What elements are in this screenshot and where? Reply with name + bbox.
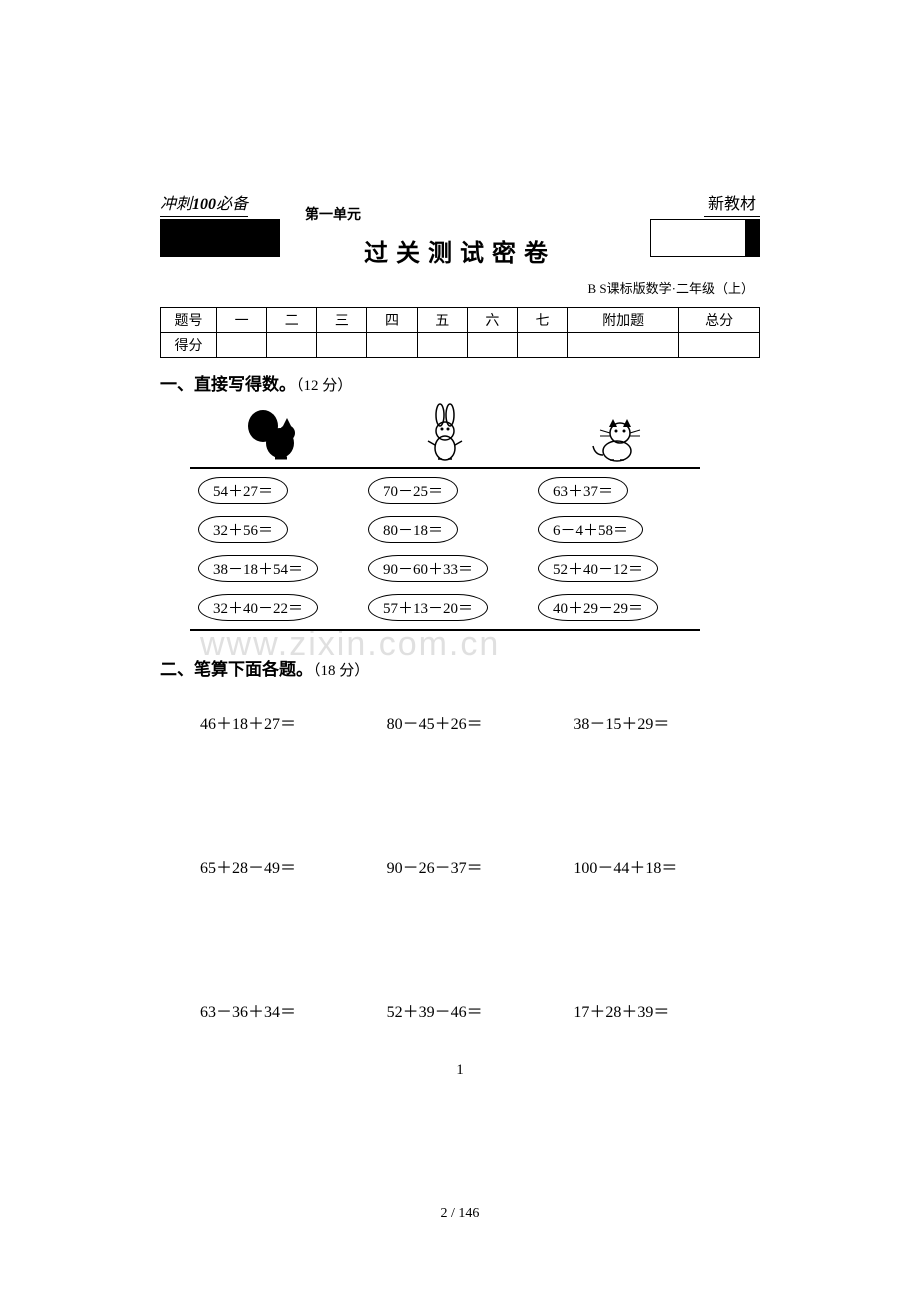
q2-row: 46＋18＋27＝ 80－45＋26＝ 38－15＋29＝ bbox=[200, 710, 760, 734]
table-row: 题号 一 二 三 四 五 六 七 附加题 总分 bbox=[161, 308, 760, 333]
left-name-block bbox=[160, 219, 280, 257]
q2-row: 65＋28－49＝ 90－26－37＝ 100－44＋18＝ bbox=[200, 854, 760, 878]
q2-problem: 100－44＋18＝ bbox=[573, 854, 760, 878]
td-empty bbox=[317, 333, 367, 358]
q2-row: 63－36＋34＝ 52＋39－46＝ 17＋28＋39＝ bbox=[200, 998, 760, 1022]
td-empty bbox=[517, 333, 567, 358]
animals-row bbox=[190, 401, 700, 469]
td-label: 得分 bbox=[161, 333, 217, 358]
right-name-block bbox=[650, 219, 760, 257]
td-empty bbox=[367, 333, 417, 358]
problem-ellipse: 52＋40－12＝ bbox=[538, 555, 658, 582]
th-col: 一 bbox=[217, 308, 267, 333]
q2-problem: 52＋39－46＝ bbox=[387, 998, 574, 1022]
problem-ellipse: 38－18＋54＝ bbox=[198, 555, 318, 582]
td-empty bbox=[467, 333, 517, 358]
td-empty bbox=[417, 333, 467, 358]
problem-ellipse: 90－60＋33＝ bbox=[368, 555, 488, 582]
problem-ellipse: 32＋40－22＝ bbox=[198, 594, 318, 621]
th-col: 四 bbox=[367, 308, 417, 333]
problem-ellipse: 70－25＝ bbox=[368, 477, 458, 504]
th-col: 三 bbox=[317, 308, 367, 333]
q2-problem: 38－15＋29＝ bbox=[573, 710, 760, 734]
header-right: 新教材 bbox=[650, 190, 760, 257]
rabbit-icon bbox=[360, 403, 530, 463]
td-empty bbox=[267, 333, 317, 358]
problems-grid: 54＋27＝ 32＋56＝ 38－18＋54＝ 32＋40－22＝ 70－25＝… bbox=[190, 469, 700, 631]
problems-col-1: 54＋27＝ 32＋56＝ 38－18＋54＝ 32＋40－22＝ bbox=[190, 477, 360, 621]
problem-ellipse: 6－4＋58＝ bbox=[538, 516, 643, 543]
header-left: 冲刺100必备 bbox=[160, 190, 280, 257]
problems-col-2: 70－25＝ 80－18＝ 90－60＋33＝ 57＋13－20＝ bbox=[360, 477, 530, 621]
header-row: 冲刺100必备 第一单元 新教材 bbox=[160, 190, 760, 257]
unit-label: 第一单元 bbox=[305, 204, 361, 224]
cat-icon bbox=[530, 413, 700, 463]
th-label: 题号 bbox=[161, 308, 217, 333]
section2-title: 二、笔算下面各题。 bbox=[160, 660, 313, 679]
problems-col-3: 63＋37＝ 6－4＋58＝ 52＋40－12＝ 40＋29－29＝ bbox=[530, 477, 700, 621]
problem-ellipse: 57＋13－20＝ bbox=[368, 594, 488, 621]
subtitle: B S课标版数学·二年级（上） bbox=[160, 278, 760, 297]
section1-heading: 一、直接写得数。（12 分） bbox=[160, 370, 760, 395]
q2-problem: 46＋18＋27＝ bbox=[200, 710, 387, 734]
problem-ellipse: 32＋56＝ bbox=[198, 516, 288, 543]
td-empty bbox=[679, 333, 760, 358]
q2-problem: 63－36＋34＝ bbox=[200, 998, 387, 1022]
q2-problem: 90－26－37＝ bbox=[387, 854, 574, 878]
problem-ellipse: 40＋29－29＝ bbox=[538, 594, 658, 621]
th-col: 附加题 bbox=[568, 308, 679, 333]
page-number-inner: 1 bbox=[160, 1062, 760, 1079]
q2-problem: 80－45＋26＝ bbox=[387, 710, 574, 734]
th-col: 总分 bbox=[679, 308, 760, 333]
td-empty bbox=[568, 333, 679, 358]
sprint-num: 100 bbox=[192, 196, 216, 213]
q2-problem: 65＋28－49＝ bbox=[200, 854, 387, 878]
q2-problem: 17＋28＋39＝ bbox=[573, 998, 760, 1022]
table-row: 得分 bbox=[161, 333, 760, 358]
sprint-prefix: 冲刺 bbox=[160, 196, 192, 213]
th-col: 六 bbox=[467, 308, 517, 333]
sprint-suffix: 必备 bbox=[216, 196, 248, 213]
section2-heading: 二、笔算下面各题。（18 分） bbox=[160, 655, 760, 680]
q2-grid: 46＋18＋27＝ 80－45＋26＝ 38－15＋29＝ 65＋28－49＝ … bbox=[200, 710, 760, 1022]
problem-ellipse: 54＋27＝ bbox=[198, 477, 288, 504]
q1-container: 54＋27＝ 32＋56＝ 38－18＋54＝ 32＋40－22＝ 70－25＝… bbox=[190, 401, 700, 631]
problem-ellipse: 63＋37＝ bbox=[538, 477, 628, 504]
section1-points: （12 分） bbox=[296, 378, 352, 394]
td-empty bbox=[217, 333, 267, 358]
page-number-outer: 2 / 146 bbox=[0, 1206, 920, 1222]
score-table: 题号 一 二 三 四 五 六 七 附加题 总分 得分 bbox=[160, 307, 760, 358]
sprint-label: 冲刺100必备 bbox=[160, 190, 248, 217]
th-col: 五 bbox=[417, 308, 467, 333]
section1-title: 一、直接写得数。 bbox=[160, 375, 296, 394]
new-textbook-label: 新教材 bbox=[704, 190, 760, 217]
section2-points: （18 分） bbox=[313, 663, 369, 679]
th-col: 七 bbox=[517, 308, 567, 333]
th-col: 二 bbox=[267, 308, 317, 333]
problem-ellipse: 80－18＝ bbox=[368, 516, 458, 543]
squirrel-icon bbox=[190, 408, 360, 463]
